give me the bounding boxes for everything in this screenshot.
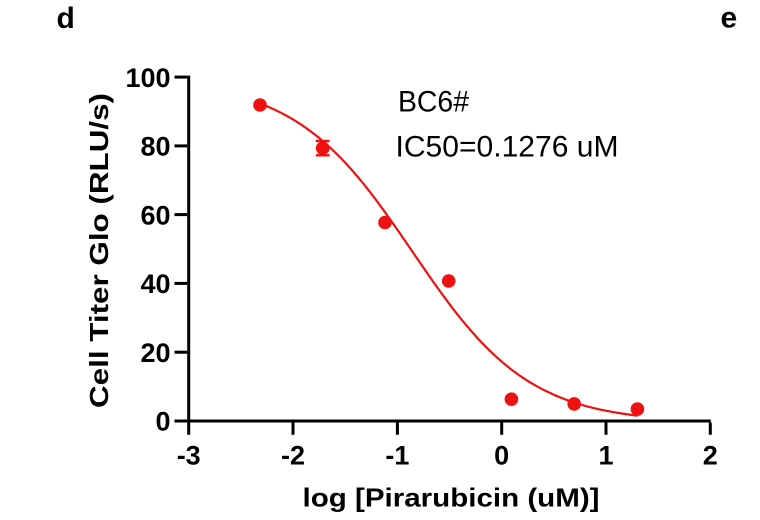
svg-text:2: 2 [703,440,718,470]
svg-text:0: 0 [155,407,170,437]
svg-text:BC6#: BC6# [398,86,469,119]
svg-text:0: 0 [494,440,509,470]
svg-text:-1: -1 [385,440,409,470]
svg-text:log [Pirarubicin (uM)]: log [Pirarubicin (uM)] [303,483,600,513]
svg-text:40: 40 [140,269,170,299]
svg-text:d: d [57,2,75,35]
svg-text:-3: -3 [177,440,201,470]
svg-text:IC50=0.1276 uM: IC50=0.1276 uM [396,131,619,164]
svg-text:80: 80 [140,132,170,162]
svg-text:Cell Titer Glo (RLU/s): Cell Titer Glo (RLU/s) [84,93,114,408]
svg-text:60: 60 [140,200,170,230]
svg-text:20: 20 [140,338,170,368]
svg-text:e: e [721,2,738,35]
svg-text:-2: -2 [281,440,305,470]
svg-text:100: 100 [125,63,170,93]
svg-text:1: 1 [598,440,613,470]
